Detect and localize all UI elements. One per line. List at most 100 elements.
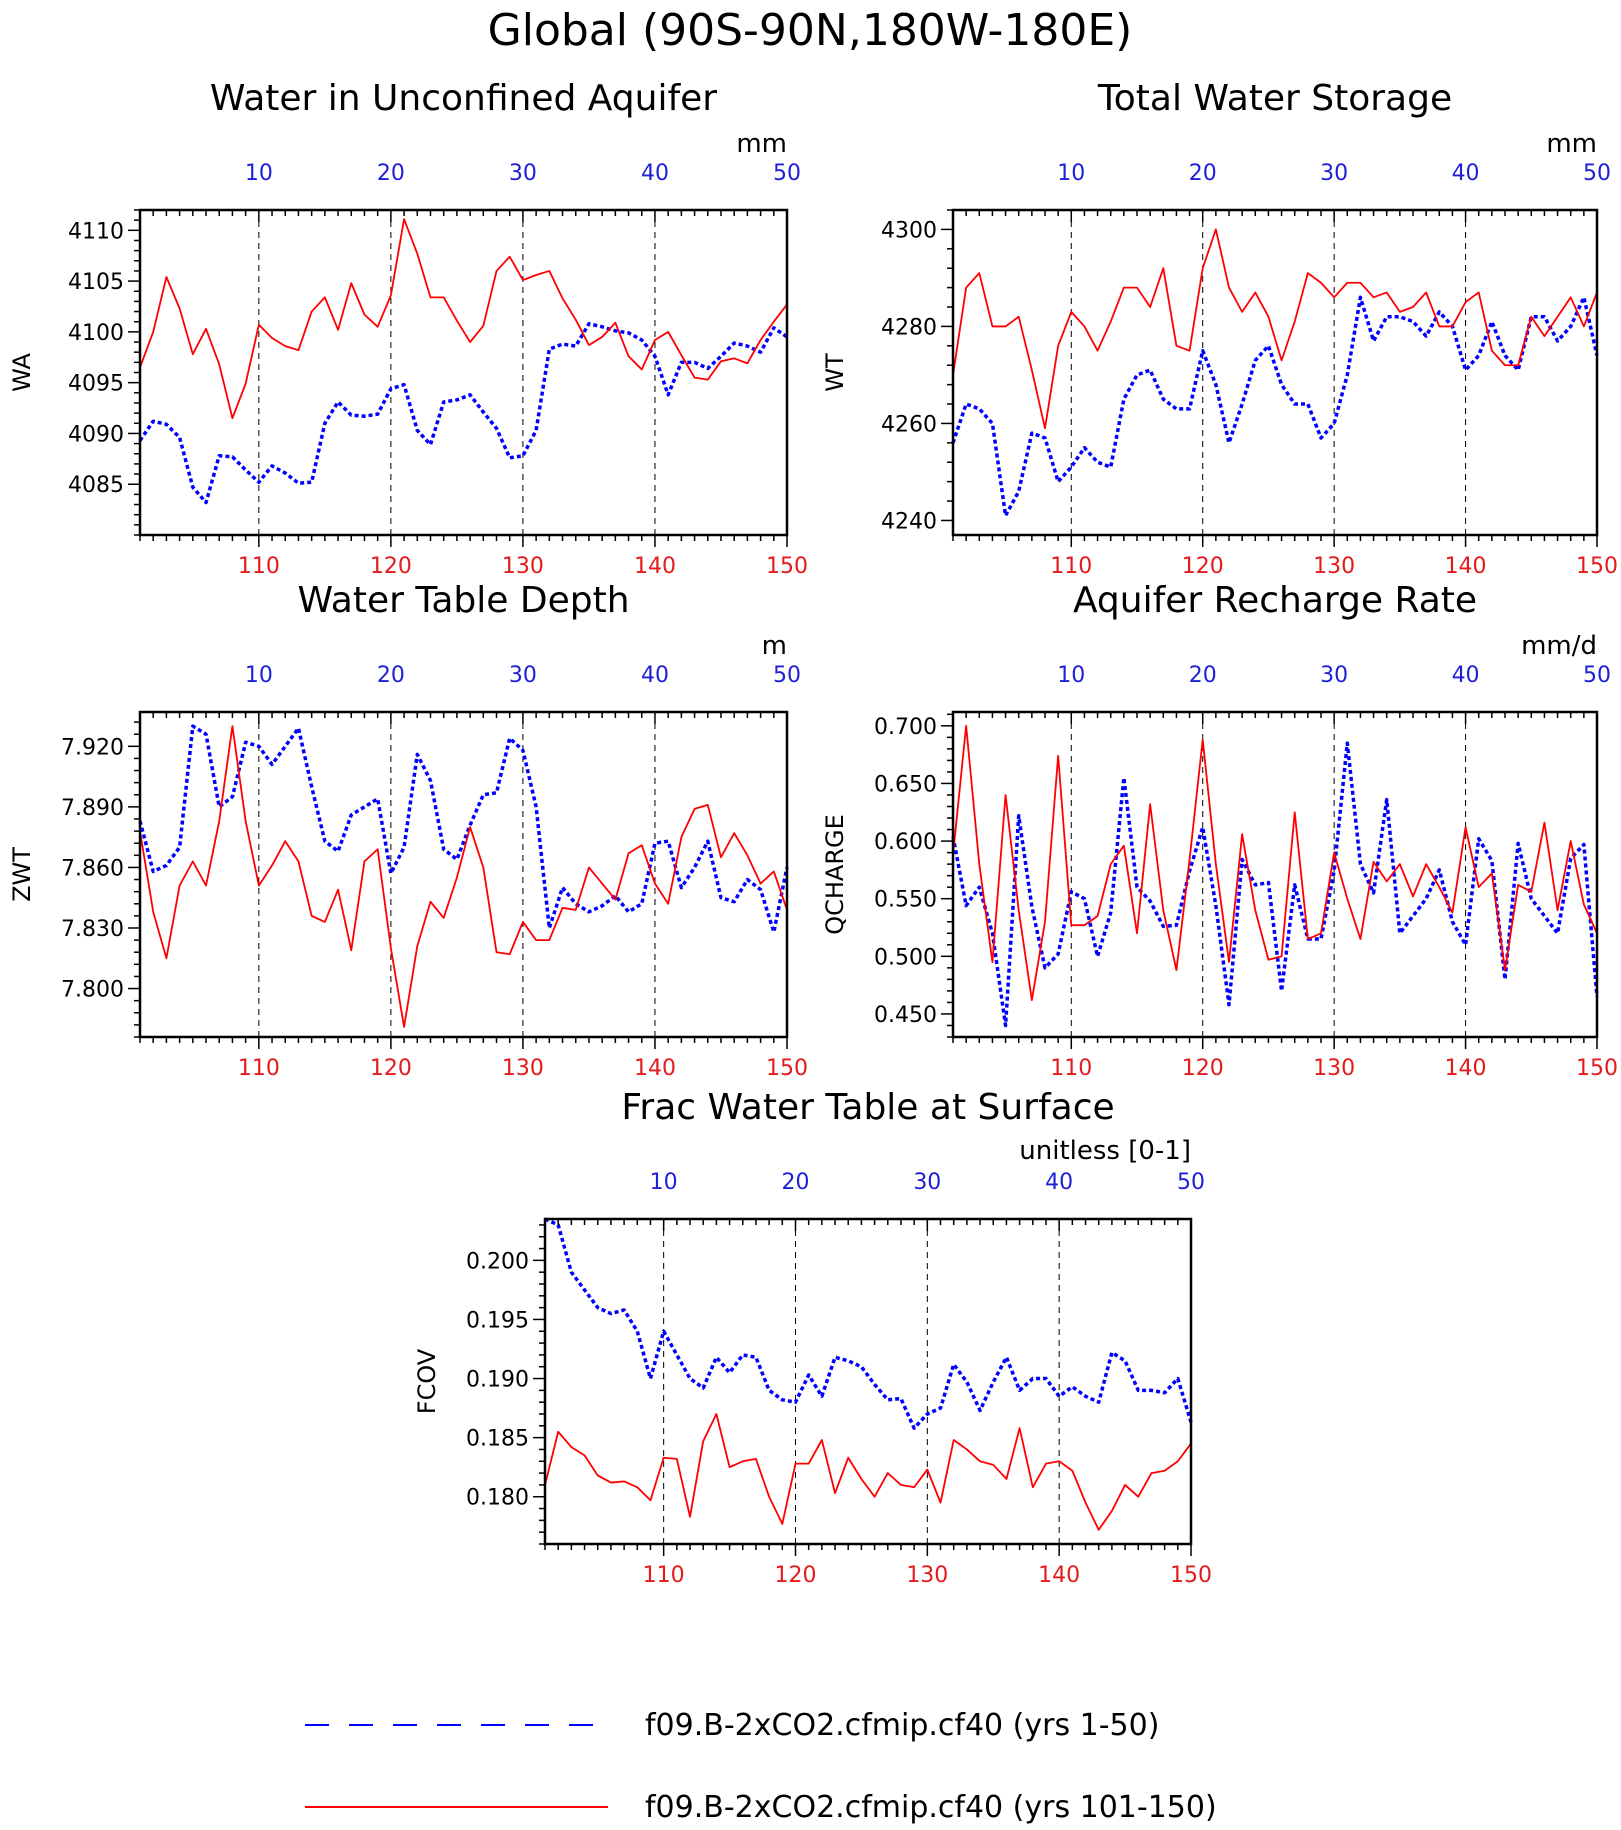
x-top-tick-label: 40 [1452,161,1480,186]
panel-title: Water Table Depth [297,580,629,621]
y-tick-label: 7.860 [61,856,124,881]
y-tick-label: 0.700 [874,715,937,740]
x-bottom-tick-label: 120 [774,1563,816,1588]
x-top-tick-label: 40 [641,161,669,186]
panel-units: unitless [0-1] [1019,1136,1191,1166]
series-line-red [952,724,1598,1002]
x-top-tick-label: 40 [1045,1170,1073,1195]
series-line-red [139,218,788,420]
x-bottom-tick-label: 110 [238,1056,280,1081]
x-bottom-tick-label: 140 [1445,1056,1487,1081]
x-bottom-tick-label: 140 [1038,1563,1080,1588]
x-bottom-tick-label: 130 [1313,554,1355,579]
panel-units: mm [1546,129,1597,159]
x-top-tick-label: 10 [245,663,273,688]
plot-frame [138,710,789,1039]
x-top-tick-label: 30 [1320,663,1348,688]
x-bottom-tick-label: 130 [502,1056,544,1081]
panel-2: 7.800 7.830 7.860 7.890 7.920 110 120 130 140 150… [8,580,808,1081]
y-tick-label: 4085 [68,473,124,498]
panel-units: m [762,631,787,661]
legend-label-red: f09.B-2xCO2.cfmip.cf40 (yrs 101-150) [645,1790,1217,1825]
y-tick-label: 4300 [881,218,937,243]
x-top-tick-label: 50 [1177,1170,1205,1195]
y-tick-label: 0.195 [466,1308,529,1333]
legend-label-blue: f09.B-2xCO2.cfmip.cf40 (yrs 1-50) [645,1708,1159,1743]
series-line-red [139,725,788,1028]
y-axis-label: WT [821,353,849,392]
plot-frame [138,208,789,537]
x-top-tick-label: 30 [509,663,537,688]
x-bottom-tick-label: 140 [634,1056,676,1081]
x-top-tick-label: 20 [377,161,405,186]
y-tick-label: 0.550 [874,888,937,913]
x-top-tick-label: 20 [1189,161,1217,186]
y-tick-label: 4240 [881,509,937,534]
y-tick-label: 0.190 [466,1368,529,1393]
y-tick-label: 4105 [68,270,124,295]
x-top-tick-label: 10 [650,1170,678,1195]
series-line-red [544,1413,1192,1531]
x-top-tick-label: 20 [1189,663,1217,688]
y-axis-label: ZWT [8,847,36,902]
plot-frame [543,1217,1193,1546]
y-tick-label: 4100 [68,321,124,346]
panel-units: mm/d [1521,631,1597,661]
panel-title: Frac Water Table at Surface [621,1087,1114,1128]
x-top-tick-label: 20 [377,663,405,688]
series-line-blue [951,741,1599,1028]
x-bottom-tick-label: 110 [1050,1056,1092,1081]
x-top-tick-label: 10 [1057,161,1085,186]
y-tick-label: 7.890 [61,796,124,821]
y-tick-label: 0.650 [874,772,937,797]
legend: f09.B-2xCO2.cfmip.cf40 (yrs 1-50) f09.B-… [305,1708,1217,1825]
panel-0: 4085 4090 4095 4100 4105 4110 110 120 130 140 150 1… [8,78,808,579]
panel-title: Total Water Storage [1097,78,1452,119]
y-tick-label: 7.800 [61,978,124,1003]
x-top-tick-label: 20 [781,1170,809,1195]
x-bottom-tick-label: 120 [370,1056,412,1081]
x-top-tick-label: 30 [913,1170,941,1195]
x-bottom-tick-label: 150 [766,1056,808,1081]
x-top-tick-label: 10 [245,161,273,186]
x-bottom-tick-label: 140 [1445,554,1487,579]
x-bottom-tick-label: 140 [634,554,676,579]
series-line-red [952,228,1598,430]
y-tick-label: 7.920 [61,735,124,760]
y-tick-label: 4260 [881,412,937,437]
panel-3: 0.450 0.500 0.550 0.600 0.650 0.700 110 120 130 1… [821,580,1618,1081]
series-line-blue [544,1217,1193,1430]
y-tick-label: 0.185 [466,1427,529,1452]
x-top-tick-label: 50 [773,663,801,688]
y-tick-label: 0.180 [466,1486,529,1511]
x-bottom-tick-label: 150 [766,554,808,579]
plot-frame [951,208,1599,537]
x-bottom-tick-label: 110 [238,554,280,579]
x-bottom-tick-label: 150 [1576,554,1618,579]
panel-1: 4240 4260 4280 4300 110 120 130 140 150 10 20 30 40 5… [821,78,1618,579]
panel-4: 0.180 0.185 0.190 0.195 0.200 110 120 130 140 150… [413,1087,1212,1588]
panel-title: Water in Unconfined Aquifer [210,78,717,119]
y-tick-label: 0.500 [874,945,937,970]
figure-title: Global (90S-90N,180W-180E) [488,5,1133,56]
x-top-tick-label: 30 [1320,161,1348,186]
x-bottom-tick-label: 130 [502,554,544,579]
x-bottom-tick-label: 120 [370,554,412,579]
series-line-blue [951,295,1599,518]
x-bottom-tick-label: 120 [1182,1056,1224,1081]
y-tick-label: 0.200 [466,1249,529,1274]
y-tick-label: 4095 [68,372,124,397]
x-top-tick-label: 50 [1583,161,1611,186]
x-bottom-tick-label: 110 [643,1563,685,1588]
y-tick-label: 0.600 [874,830,937,855]
panel-units: mm [736,129,787,159]
x-top-tick-label: 50 [1583,663,1611,688]
series-line-blue [138,724,789,934]
x-bottom-tick-label: 150 [1576,1056,1618,1081]
x-top-tick-label: 30 [509,161,537,186]
x-top-tick-label: 40 [641,663,669,688]
plot-frame [951,710,1599,1039]
y-tick-label: 4110 [68,219,124,244]
y-tick-label: 7.830 [61,917,124,942]
